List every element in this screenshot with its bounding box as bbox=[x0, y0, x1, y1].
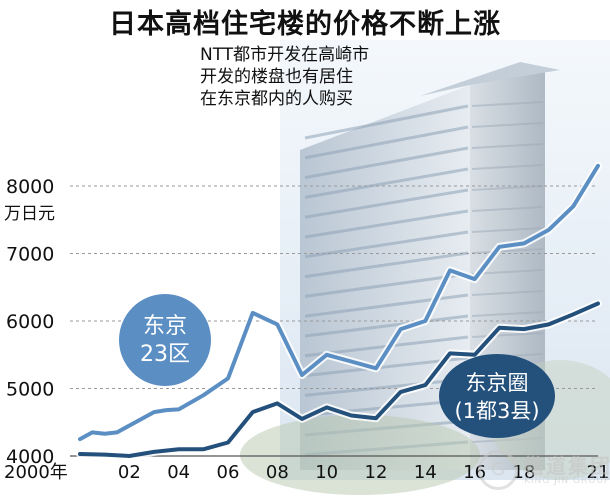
series-line bbox=[78, 163, 600, 442]
annotation-line: NTT都市开发在高崎市 bbox=[200, 45, 370, 65]
y-axis-label: 万日元 bbox=[4, 204, 55, 224]
x-axis-ticks: 2000年 02 04 06 08 10 12 14 16 18 21 bbox=[4, 462, 609, 483]
x-tick-label: 10 bbox=[315, 462, 338, 483]
annotation-note: NTT都市开发在高崎市 开发的楼盘也有居住 在东京都内的人购买 bbox=[200, 44, 369, 110]
x-tick-label: 21 bbox=[587, 462, 610, 483]
building-floor bbox=[471, 143, 544, 149]
x-tick-label: 12 bbox=[365, 462, 388, 483]
y-tick-label: 7000 bbox=[6, 244, 54, 266]
x-tick-label: 08 bbox=[266, 462, 289, 483]
y-tick-label: 5000 bbox=[6, 379, 54, 401]
building-floor bbox=[471, 332, 544, 338]
building-floor bbox=[304, 314, 469, 338]
series-label-text: 23区 bbox=[140, 342, 190, 367]
y-tick-label: 4000 bbox=[6, 446, 54, 468]
building-floor bbox=[304, 293, 469, 318]
y-tick-label: 6000 bbox=[6, 311, 54, 333]
series-label-badge bbox=[119, 294, 211, 386]
watermark-text: 楷道集团 bbox=[524, 454, 610, 478]
building-floor bbox=[304, 272, 469, 298]
watermark-subtext: KING JIN GROUP bbox=[524, 476, 610, 486]
building-floor bbox=[304, 377, 469, 397]
watermark-logo: G 楷道集团 KING JIN GROUP bbox=[478, 448, 610, 496]
building-floor bbox=[471, 248, 544, 254]
chart-title: 日本高档住宅楼的价格不断上涨 bbox=[109, 9, 501, 40]
series-label-text: 东京圈 bbox=[466, 371, 529, 395]
building-floor bbox=[304, 188, 469, 219]
series-label-text: 东京 bbox=[143, 314, 187, 339]
building-floor bbox=[471, 164, 544, 170]
building-floor bbox=[304, 167, 469, 199]
annotation-line: 开发的楼盘也有居住 bbox=[200, 67, 353, 87]
building-floor bbox=[304, 146, 469, 180]
building-floor bbox=[471, 122, 544, 128]
x-tick-label: 02 bbox=[118, 462, 141, 483]
building-floor bbox=[471, 437, 544, 443]
building-floor bbox=[471, 311, 544, 317]
building-floor bbox=[304, 125, 469, 160]
x-tick-label: 06 bbox=[217, 462, 240, 483]
building-floor bbox=[304, 209, 469, 239]
x-tick-label: 18 bbox=[513, 462, 536, 483]
x-tick-label: 2000年 bbox=[4, 462, 68, 483]
y-tick-label: 8000 bbox=[6, 176, 54, 198]
building-floor bbox=[471, 101, 544, 107]
series-label-text: (1都3县) bbox=[454, 399, 539, 423]
building-floor bbox=[471, 206, 544, 212]
building-floor bbox=[304, 230, 469, 259]
building-floor bbox=[471, 227, 544, 233]
building-floor bbox=[304, 251, 469, 279]
x-tick-label: 04 bbox=[167, 462, 190, 483]
building-floor bbox=[471, 290, 544, 296]
series-label-badge bbox=[439, 354, 555, 438]
y-axis-ticks: 4000 5000 6000 7000 8000 bbox=[6, 176, 54, 468]
series-line bbox=[78, 301, 600, 458]
building-floor bbox=[471, 185, 544, 191]
watermark-glyph: G bbox=[478, 450, 518, 490]
building-floor bbox=[304, 104, 469, 140]
chart-series bbox=[76, 161, 602, 460]
x-tick-label: 14 bbox=[414, 462, 437, 483]
annotation-line: 在东京都内的人购买 bbox=[200, 89, 353, 109]
